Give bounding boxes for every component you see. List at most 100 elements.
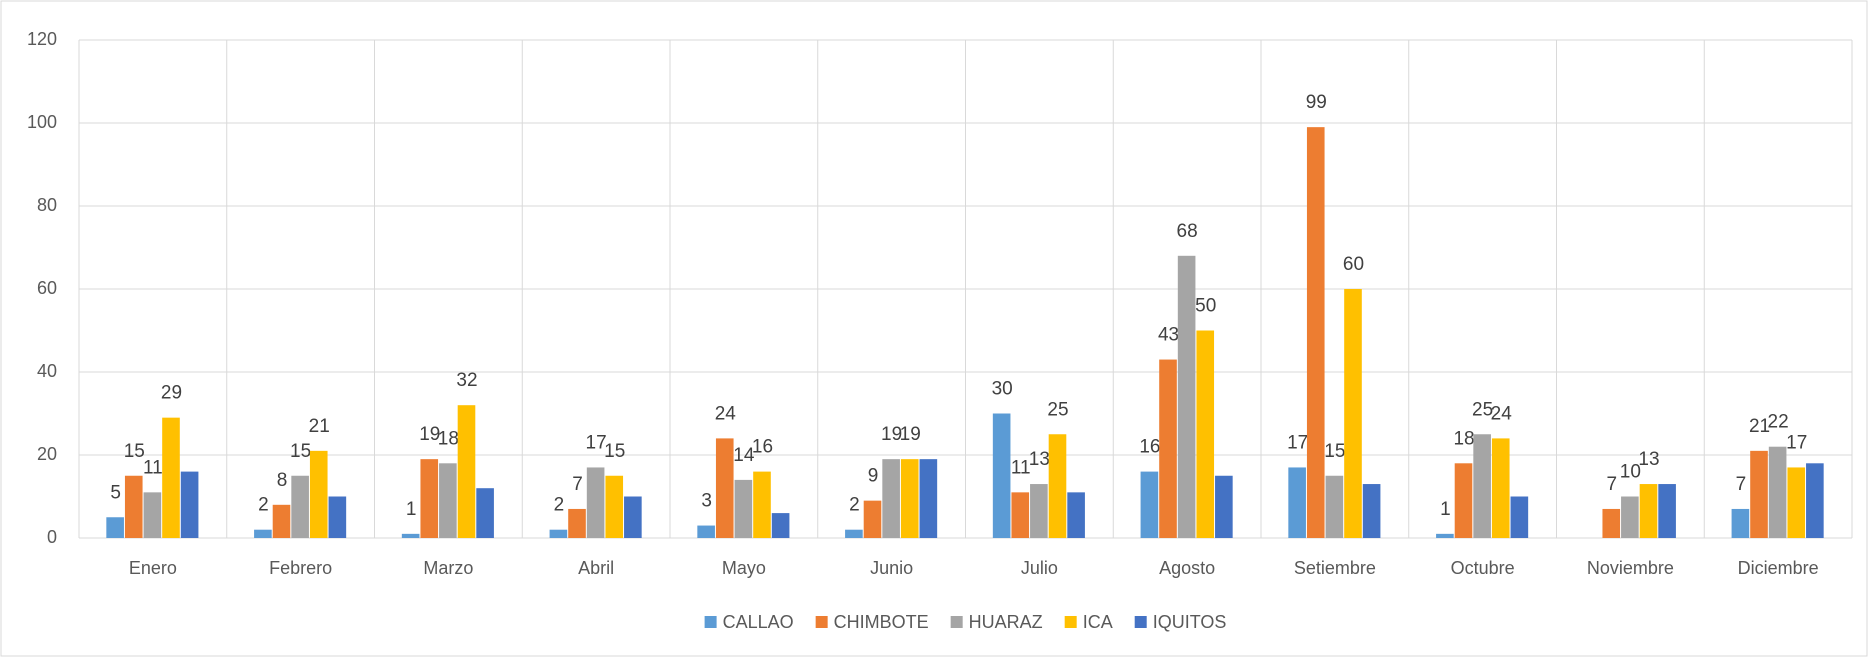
bar — [1731, 508, 1750, 538]
data-label: 24 — [1491, 403, 1513, 424]
bar — [143, 492, 162, 538]
data-label: 16 — [1139, 437, 1160, 458]
bar — [272, 504, 291, 538]
data-label: 3 — [701, 491, 712, 512]
bar — [1510, 496, 1529, 538]
bar — [1215, 475, 1233, 538]
bar — [254, 529, 272, 538]
x-tick-label: Agosto — [1159, 558, 1215, 578]
bar — [1048, 434, 1067, 538]
bar — [586, 467, 605, 538]
legend-swatch — [815, 616, 828, 628]
y-tick-label: 60 — [37, 278, 57, 298]
bar — [1639, 484, 1658, 538]
bar — [309, 450, 328, 538]
bar — [180, 471, 199, 538]
data-label: 17 — [1786, 432, 1807, 453]
bar — [715, 438, 734, 538]
bar — [328, 496, 347, 538]
data-label: 11 — [143, 457, 163, 478]
legend-label: HUARAZ — [969, 612, 1043, 632]
data-label: 8 — [277, 470, 288, 491]
bar — [1011, 492, 1030, 538]
bar — [1288, 467, 1306, 538]
data-label: 18 — [438, 428, 459, 449]
data-label: 10 — [1620, 462, 1641, 483]
x-tick-label: Febrero — [269, 558, 332, 578]
y-tick-label: 100 — [27, 112, 57, 132]
data-label: 1 — [406, 499, 417, 520]
bar — [1454, 463, 1473, 538]
bar — [1140, 471, 1159, 538]
bar — [753, 471, 771, 538]
data-label: 14 — [733, 445, 755, 466]
x-tick-label: Julio — [1021, 558, 1058, 578]
y-tick-label: 0 — [47, 527, 57, 547]
data-label: 7 — [1606, 474, 1617, 495]
bar — [1602, 508, 1621, 538]
bar — [106, 517, 124, 538]
bar — [605, 475, 624, 538]
legend-label: IQUITOS — [1153, 612, 1227, 632]
bar — [624, 496, 642, 538]
bar — [1159, 359, 1177, 538]
data-label: 7 — [1736, 474, 1747, 495]
data-label: 21 — [309, 416, 330, 437]
data-label: 99 — [1306, 92, 1327, 113]
x-tick-label: Junio — [870, 558, 913, 578]
data-label: 18 — [1453, 428, 1474, 449]
bar — [1658, 484, 1676, 538]
data-label: 30 — [992, 379, 1013, 400]
bar — [1067, 492, 1085, 538]
data-label: 25 — [1472, 399, 1493, 420]
data-label: 68 — [1177, 221, 1198, 242]
bar — [1196, 330, 1215, 538]
bar — [900, 459, 919, 538]
bar — [291, 475, 309, 538]
data-label: 32 — [456, 370, 477, 391]
bar — [1750, 450, 1768, 538]
bar — [771, 513, 790, 538]
data-label: 16 — [752, 437, 773, 458]
bar — [1806, 463, 1824, 538]
bar — [476, 488, 494, 538]
data-label: 7 — [572, 474, 583, 495]
legend-swatch — [1064, 616, 1077, 628]
data-label: 1 — [1440, 499, 1451, 520]
bar — [845, 529, 863, 538]
bar — [1325, 475, 1344, 538]
data-label: 29 — [161, 383, 182, 404]
data-label: 15 — [290, 441, 311, 462]
bar — [882, 459, 900, 538]
y-tick-label: 80 — [37, 195, 57, 215]
bar — [1473, 434, 1491, 538]
bar — [863, 500, 882, 538]
x-tick-label: Setiembre — [1294, 558, 1376, 578]
bar — [1306, 127, 1325, 539]
legend-label: CALLAO — [723, 612, 794, 632]
y-tick-label: 40 — [37, 361, 57, 381]
data-label: 19 — [419, 424, 440, 445]
bar — [1362, 484, 1381, 538]
bar — [162, 417, 180, 538]
data-label: 15 — [1324, 441, 1345, 462]
bar — [457, 405, 476, 538]
data-label: 2 — [258, 495, 269, 516]
bar — [420, 459, 439, 538]
legend-label: CHIMBOTE — [834, 612, 929, 632]
bar — [919, 459, 938, 538]
y-tick-label: 20 — [37, 444, 57, 464]
data-label: 19 — [900, 424, 921, 445]
data-label: 15 — [604, 441, 625, 462]
x-tick-label: Mayo — [722, 558, 766, 578]
data-label: 21 — [1749, 416, 1770, 437]
bar — [1768, 446, 1787, 538]
x-tick-label: Marzo — [423, 558, 473, 578]
data-label: 22 — [1768, 412, 1789, 433]
data-label: 2 — [554, 495, 565, 516]
data-label: 17 — [586, 432, 607, 453]
data-label: 50 — [1195, 296, 1216, 317]
bar — [697, 525, 715, 538]
bar — [992, 413, 1011, 538]
